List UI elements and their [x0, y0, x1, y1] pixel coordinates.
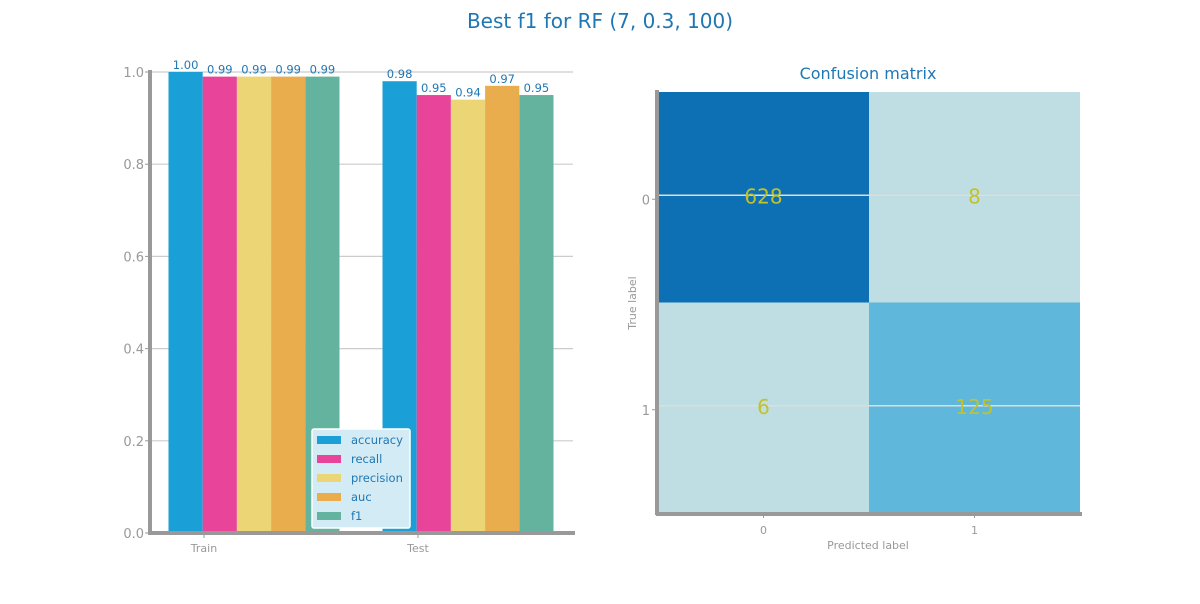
- bar-axes: 0.0 0.2 0.4 0.6 0.8 1.0 Train Test: [123, 66, 575, 555]
- bar-y-tick-label: 0.6: [123, 250, 144, 265]
- confusion-matrix-cells: [658, 92, 1080, 513]
- bar-y-tick-label: 0.0: [123, 527, 144, 542]
- legend-label-auc: auc: [351, 490, 372, 504]
- bar-data-label: 0.94: [455, 86, 481, 100]
- bar-y-tick-label: 0.8: [123, 158, 144, 173]
- legend-label-precision: precision: [351, 471, 403, 485]
- cm-cell-value: 8: [968, 184, 981, 208]
- bar-legend: accuracy recall precision auc f1: [311, 428, 411, 529]
- bar-x-tick-label: Test: [406, 542, 429, 555]
- bar-y-tick-label: 0.4: [123, 343, 144, 358]
- bar-f1-test: [519, 95, 554, 534]
- bar-accuracy-train: [168, 72, 203, 533]
- bar-recall-train: [202, 76, 237, 534]
- bar-data-label: 1.00: [173, 58, 199, 72]
- confusion-matrix-axes: 0 1 0 1: [642, 90, 1082, 537]
- confusion-matrix-annotations: 628 8 6 125: [744, 184, 993, 419]
- cm-cell-value: 125: [955, 395, 993, 419]
- cm-cell-value: 628: [744, 184, 782, 208]
- cm-cell-1-1: [869, 302, 1080, 513]
- legend-label-recall: recall: [351, 452, 382, 466]
- confusion-matrix-chart: Confusion matrix 628 8 6 125 0 1 0 1 Predicted…: [626, 64, 1082, 552]
- bar-recall-test: [416, 95, 451, 534]
- bar-data-label: 0.95: [524, 81, 550, 95]
- bar-data-label: 0.98: [387, 67, 413, 81]
- cm-cell-0-0: [658, 92, 869, 303]
- cm-x-tick-label: 1: [971, 524, 978, 537]
- legend-box: [311, 428, 411, 529]
- legend-swatch-recall: [317, 455, 341, 463]
- legend-label-accuracy: accuracy: [351, 433, 403, 447]
- bar-precision-train: [236, 76, 272, 534]
- bar-data-label: 0.99: [241, 63, 267, 77]
- figure-title: Best f1 for RF (7, 0.3, 100): [467, 9, 733, 33]
- bar-auc-test: [485, 85, 520, 533]
- legend-swatch-accuracy: [317, 436, 341, 444]
- cm-cell-1-0: [658, 302, 869, 513]
- legend-swatch-f1: [317, 512, 341, 520]
- bar-chart: 1.00 0.99 0.99 0.99 0.99 0.98 0.95 0.94 0.97 0.95…: [123, 58, 575, 555]
- cm-cell-value: 6: [757, 395, 770, 419]
- confusion-matrix-y-label: True label: [626, 276, 639, 330]
- confusion-matrix-title: Confusion matrix: [800, 64, 937, 83]
- bar-data-label: 0.99: [207, 63, 233, 77]
- bar-data-label: 0.99: [275, 63, 301, 77]
- cm-cell-0-1: [869, 92, 1080, 303]
- confusion-matrix-x-label: Predicted label: [827, 539, 909, 552]
- bar-y-tick-label: 0.2: [123, 435, 144, 450]
- bar-x-tick-label: Train: [190, 542, 217, 555]
- cm-y-tick-label: 1: [642, 404, 650, 419]
- legend-swatch-auc: [317, 493, 341, 501]
- legend-label-f1: f1: [351, 509, 362, 523]
- bar-data-label: 0.95: [421, 81, 447, 95]
- confusion-matrix-gridlines: [658, 194, 1080, 407]
- bar-data-label: 0.97: [489, 72, 515, 86]
- cm-x-tick-label: 0: [760, 524, 767, 537]
- bar-auc-train: [271, 76, 306, 534]
- cm-y-tick-label: 0: [642, 193, 650, 208]
- bar-data-labels: 1.00 0.99 0.99 0.99 0.99 0.98 0.95 0.94 0.97 0.95: [173, 58, 549, 100]
- bar-precision-test: [450, 99, 486, 533]
- bar-data-label: 0.99: [310, 63, 336, 77]
- bar-y-tick-label: 1.0: [123, 66, 144, 81]
- legend-swatch-precision: [317, 474, 341, 482]
